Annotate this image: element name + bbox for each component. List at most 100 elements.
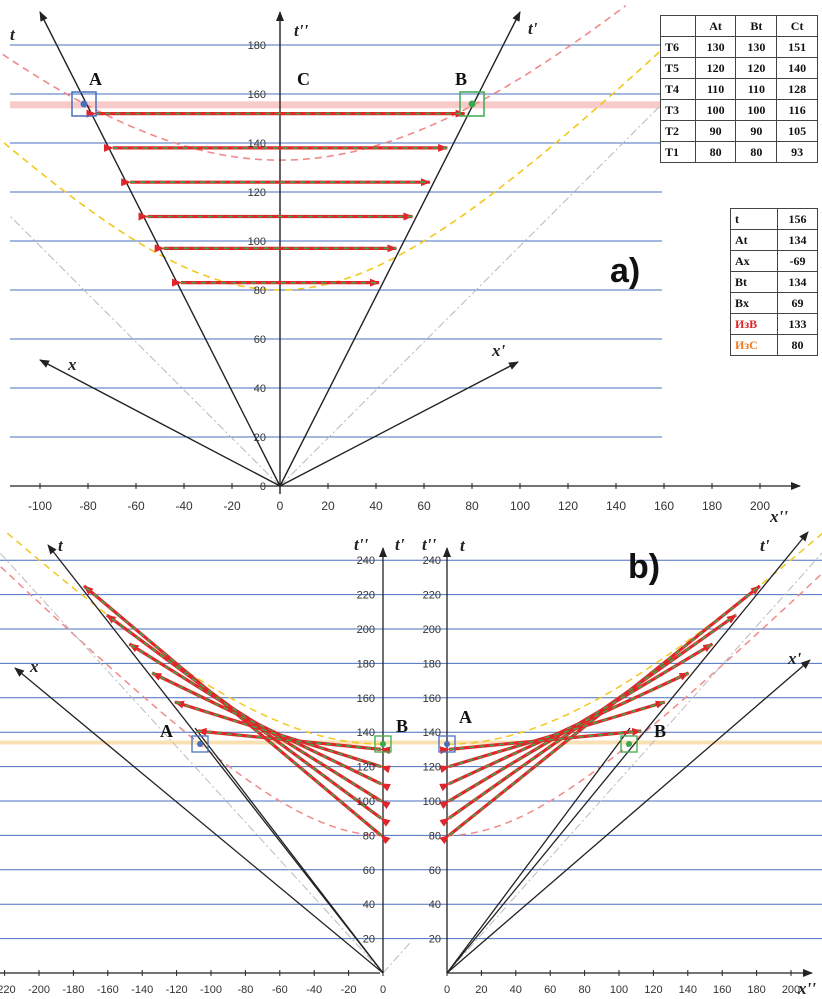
panel-b-gridlines bbox=[0, 559, 822, 977]
panel-a-gridlines bbox=[10, 44, 801, 490]
table-cell: 128 bbox=[776, 78, 818, 100]
left-x-tick-label: -180 bbox=[62, 984, 84, 996]
table-cell: 90 bbox=[694, 120, 737, 142]
event-table-header-cell: Bt bbox=[735, 15, 778, 37]
arrow-green-dash bbox=[448, 730, 642, 751]
table-cell-label: Bx bbox=[729, 292, 779, 314]
y-tick-label: 180 bbox=[248, 40, 266, 52]
right-x-prime-axis bbox=[446, 659, 811, 974]
right-t-axis-label: t bbox=[460, 536, 466, 555]
x-tick-label: 120 bbox=[558, 499, 578, 513]
table-cell: 130 bbox=[735, 36, 778, 58]
table-cell-label: Bt bbox=[729, 271, 779, 293]
right-t-prime-axis-label: t' bbox=[760, 536, 770, 555]
left-y-tick-label: 200 bbox=[357, 624, 375, 636]
table-cell-value: 156 bbox=[777, 208, 818, 230]
panel-a-axes bbox=[39, 11, 521, 494]
left-x-tick-label: -120 bbox=[166, 984, 188, 996]
y-tick-label: 80 bbox=[254, 285, 266, 297]
right-y-tick-label: 80 bbox=[429, 830, 441, 842]
right-hyperbola-pink bbox=[446, 572, 822, 837]
table-cell-label: At bbox=[729, 229, 779, 251]
point-b-box bbox=[459, 91, 485, 117]
y-tick-label: 120 bbox=[248, 187, 266, 199]
table-cell: T1 bbox=[660, 141, 696, 163]
table-row: T3 100 100 116 bbox=[660, 99, 818, 121]
left-point-b-label: B bbox=[396, 716, 408, 736]
x-tick-label: -60 bbox=[127, 499, 145, 513]
table-cell: 90 bbox=[735, 120, 778, 142]
table-cell: 110 bbox=[694, 78, 737, 100]
x-axis-label: x bbox=[67, 355, 77, 374]
right-x-tick-label: 20 bbox=[475, 984, 487, 996]
table-cell: 100 bbox=[735, 99, 778, 121]
left-y-tick-label: 120 bbox=[357, 762, 375, 774]
right-point-a-box bbox=[438, 735, 456, 753]
table-cell-label: t bbox=[729, 208, 779, 230]
left-y-tick-label: 80 bbox=[363, 830, 375, 842]
y-tick-label: 160 bbox=[248, 89, 266, 101]
right-y-tick-label: 160 bbox=[423, 693, 441, 705]
y-tick-label: 100 bbox=[248, 236, 266, 248]
event-times-table: At Bt Ct T6 130 130 151 T5 120 120 140 T… bbox=[660, 15, 818, 163]
table-row: At 134 bbox=[729, 229, 818, 251]
left-t-prime-axis-label: t' bbox=[395, 535, 405, 554]
highlight-band-orange bbox=[0, 740, 822, 745]
left-x-tick-label: -40 bbox=[306, 984, 322, 996]
right-x-prime-axis-label: x' bbox=[787, 649, 802, 668]
right-x-tick-label: 180 bbox=[747, 984, 765, 996]
table-cell: T4 bbox=[660, 78, 696, 100]
panel-a-highlight-bands bbox=[10, 101, 662, 109]
computed-values-table: t 156 At 134 Ax -69 Bt 134 Bx 69 ИзВ 133… bbox=[729, 208, 818, 356]
left-x-tick-label: -200 bbox=[28, 984, 50, 996]
x-tick-label: 60 bbox=[417, 499, 431, 513]
left-x-tick-label: -220 bbox=[0, 984, 16, 996]
left-signal-arrow bbox=[196, 727, 391, 755]
left-t-double-axis-label: t'' bbox=[354, 535, 368, 554]
table-cell-value: 134 bbox=[777, 271, 818, 293]
table-cell: 100 bbox=[694, 99, 737, 121]
table-cell-value: 133 bbox=[777, 313, 818, 335]
left-y-tick-label: 240 bbox=[357, 555, 375, 567]
table-cell: 93 bbox=[776, 141, 818, 163]
panel-a-tick-labels: 20 40 60 80 100 120 140 160 180 0 -100 -80 -60 -40 -20… bbox=[28, 40, 770, 513]
table-row: T4 110 110 128 bbox=[660, 78, 818, 100]
table-row: T2 90 90 105 bbox=[660, 120, 818, 142]
x-double-axis-label: x'' bbox=[769, 507, 788, 526]
x-tick-label: 180 bbox=[702, 499, 722, 513]
table-cell: 116 bbox=[776, 99, 818, 121]
table-cell-value: 134 bbox=[777, 229, 818, 251]
right-x-tick-label: 80 bbox=[578, 984, 590, 996]
table-cell-value: 80 bbox=[777, 334, 818, 356]
y-tick-label: 20 bbox=[254, 432, 266, 444]
left-x-axis bbox=[14, 667, 384, 974]
x-tick-label: 20 bbox=[321, 499, 335, 513]
right-signal-arrow bbox=[439, 671, 690, 792]
right-x-tick-label: 100 bbox=[610, 984, 628, 996]
table-cell-label: Ax bbox=[729, 250, 779, 272]
left-hyperbola-pink bbox=[0, 565, 384, 837]
left-point-b-box bbox=[374, 735, 392, 753]
left-x-tick-label: -80 bbox=[237, 984, 253, 996]
right-x-tick-label: 120 bbox=[644, 984, 662, 996]
event-table-header: At Bt Ct bbox=[660, 15, 818, 37]
table-row: ИзС 80 bbox=[729, 334, 818, 356]
left-worldline-a bbox=[194, 727, 384, 974]
left-x-tick-label: -160 bbox=[97, 984, 119, 996]
light-cone-right bbox=[279, 105, 661, 487]
panel-b-tick-labels: 2040608010012014016018020022024020406080… bbox=[0, 555, 800, 996]
table-cell: 105 bbox=[776, 120, 818, 142]
right-point-b-label: B bbox=[654, 721, 666, 741]
table-cell-value: -69 bbox=[777, 250, 818, 272]
right-y-tick-label: 120 bbox=[423, 762, 441, 774]
right-y-tick-label: 220 bbox=[423, 590, 441, 602]
right-y-tick-label: 60 bbox=[429, 865, 441, 877]
left-x-tick-label: -140 bbox=[131, 984, 153, 996]
right-signal-arrow bbox=[439, 700, 666, 774]
left-x-tick-label: -20 bbox=[341, 984, 357, 996]
right-x-tick-label: 160 bbox=[713, 984, 731, 996]
right-x-tick-label: 200 bbox=[782, 984, 800, 996]
arrow-green-dash bbox=[197, 730, 382, 751]
table-cell-label: ИзВ bbox=[729, 313, 779, 335]
table-cell: 130 bbox=[694, 36, 737, 58]
